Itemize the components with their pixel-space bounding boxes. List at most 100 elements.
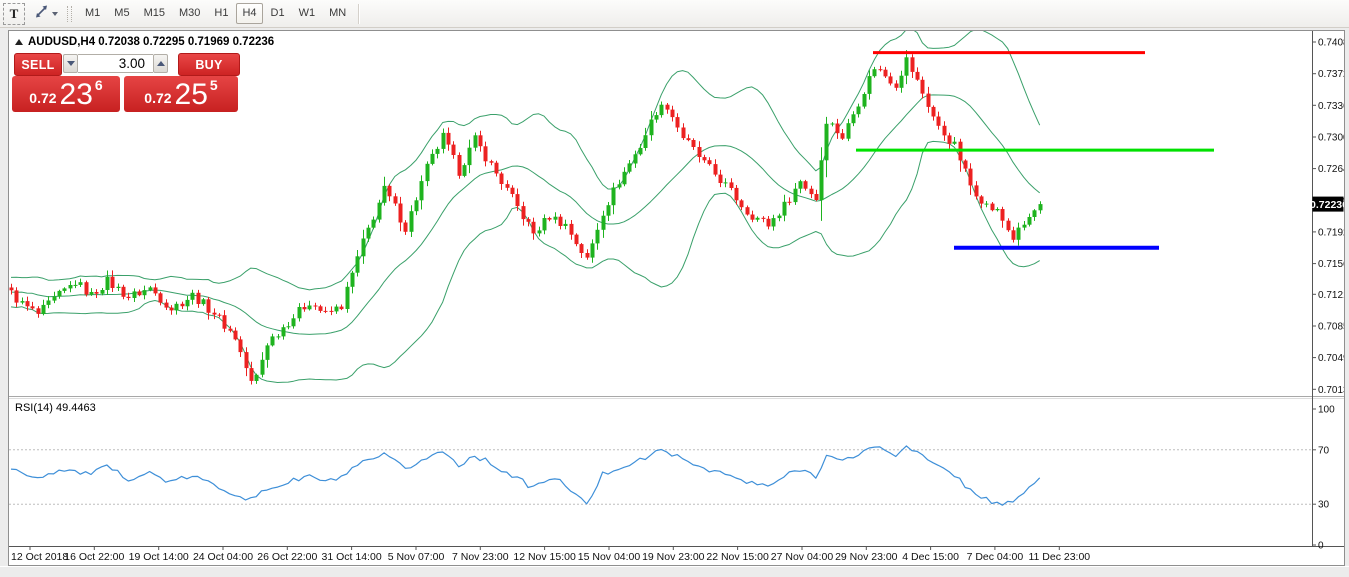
timeframe-button-d1[interactable]: D1 <box>270 7 285 19</box>
candle-body <box>1016 227 1021 240</box>
candle-body <box>590 243 595 258</box>
candle-body <box>430 153 435 164</box>
candle-body <box>84 282 89 295</box>
candle-body <box>57 290 62 297</box>
candle-body <box>995 209 1000 211</box>
rsi-line <box>10 445 1041 506</box>
volume-increase-button[interactable] <box>153 54 168 73</box>
candle-body <box>542 218 547 231</box>
candle-body <box>398 203 403 223</box>
time-axis-label: 4 Dec 15:00 <box>902 551 959 563</box>
candle-body <box>883 69 888 77</box>
candle-body <box>148 287 153 291</box>
spinner-down-icon <box>66 61 75 66</box>
time-axis-label: 22 Nov 15:00 <box>706 551 769 563</box>
arrows-tool-button[interactable] <box>31 4 61 24</box>
candle-body <box>1006 220 1011 231</box>
candle-body <box>777 215 782 219</box>
candle-body <box>702 157 707 161</box>
candle-body <box>856 106 861 115</box>
candle-body <box>307 305 312 310</box>
price-axis-labels: 0.74080 0.73720 0.73360 0.73000 0.72640 0.722… <box>1312 38 1344 396</box>
candle-body <box>291 318 296 327</box>
candle-body <box>238 339 243 353</box>
timeframe-button-m1[interactable]: M1 <box>85 7 101 19</box>
candle-body <box>30 306 35 309</box>
candle-body <box>52 296 57 301</box>
candle-body <box>334 306 339 312</box>
sell-price-display[interactable]: 0.72 23 6 <box>12 76 120 112</box>
time-axis-label: 7 Dec 04:00 <box>967 551 1024 563</box>
window-frame-right <box>1345 30 1349 576</box>
volume-decrease-button[interactable] <box>63 54 78 73</box>
chart-canvas[interactable]: 0.740800.737200.733600.730000.726400.722… <box>9 31 1344 565</box>
candle-body <box>798 181 803 189</box>
timeframe-button-h1[interactable]: H1 <box>214 7 229 19</box>
candle-body <box>643 135 648 148</box>
candle-body <box>761 217 766 219</box>
timeframe-button-w1[interactable]: W1 <box>298 7 316 19</box>
price-axis-label: 0.73360 <box>1318 101 1344 112</box>
candle-body <box>755 217 760 220</box>
candle-body <box>14 290 19 303</box>
timeframe-button-h4[interactable]: H4 <box>236 3 263 24</box>
candle-body <box>116 286 121 288</box>
buy-button[interactable]: BUY <box>178 53 240 76</box>
timeframe-button-mn[interactable]: MN <box>329 7 347 19</box>
rsi-axis-label: 100 <box>1318 405 1335 416</box>
candle-body <box>190 292 195 300</box>
buy-price-main: 25 <box>174 78 208 112</box>
window-frame-bottom <box>0 566 1349 577</box>
candle-body <box>36 308 41 314</box>
candle-body <box>499 173 504 184</box>
chart-window[interactable]: 0.740800.737200.733600.730000.726400.722… <box>8 30 1345 566</box>
price-axis-label: 0.70850 <box>1318 322 1344 333</box>
toolbar-grip[interactable] <box>67 5 72 22</box>
candle-body <box>553 216 558 220</box>
volume-input[interactable] <box>78 54 153 73</box>
timeframe-button-m15[interactable]: M15 <box>143 7 165 19</box>
price-axis-label: 0.73000 <box>1318 133 1344 144</box>
candle-body <box>302 307 307 310</box>
sell-button[interactable]: SELL <box>14 53 62 76</box>
current-price-badge-text: 0.72236 <box>1310 199 1344 211</box>
candle-body <box>462 165 467 176</box>
candle-body <box>920 79 925 94</box>
candle-body <box>851 114 856 124</box>
candle-body <box>1027 217 1032 225</box>
candle-body <box>952 141 957 144</box>
candle-body <box>723 182 728 184</box>
candle-body <box>505 184 510 188</box>
candle-body <box>89 292 94 295</box>
candle-body <box>846 123 851 139</box>
text-tool-button[interactable]: T <box>3 2 25 25</box>
candle-body <box>62 288 67 291</box>
candle-body <box>670 109 675 118</box>
candle-body <box>878 69 883 71</box>
candle-body <box>233 330 238 340</box>
candle-body <box>595 229 600 244</box>
candle-body <box>355 256 360 273</box>
candle-body <box>467 147 472 166</box>
candle-body <box>387 185 392 197</box>
candle-body <box>537 230 542 234</box>
candle-body <box>265 345 270 360</box>
candle-body <box>276 336 281 338</box>
candle-body <box>675 117 680 128</box>
candle-body <box>824 123 829 161</box>
timeframes-toolbar: T M1 M5 M15 M30 H1 H4 D1 W1 MN <box>0 0 1349 28</box>
candle-body <box>579 244 584 253</box>
candle-body <box>366 227 371 239</box>
bollinger-middle-band <box>10 94 1041 335</box>
candle-body <box>270 336 275 346</box>
timeframe-button-m5[interactable]: M5 <box>114 7 130 19</box>
rsi-gridlines <box>9 449 1312 505</box>
candle-body <box>1011 230 1016 240</box>
candle-body <box>78 282 83 285</box>
candle-body <box>126 296 131 298</box>
candle-body <box>68 285 73 289</box>
arrows-icon <box>34 4 49 24</box>
buy-price-display[interactable]: 0.72 25 5 <box>124 76 238 112</box>
candle-body <box>942 125 947 136</box>
timeframe-button-m30[interactable]: M30 <box>178 7 201 19</box>
